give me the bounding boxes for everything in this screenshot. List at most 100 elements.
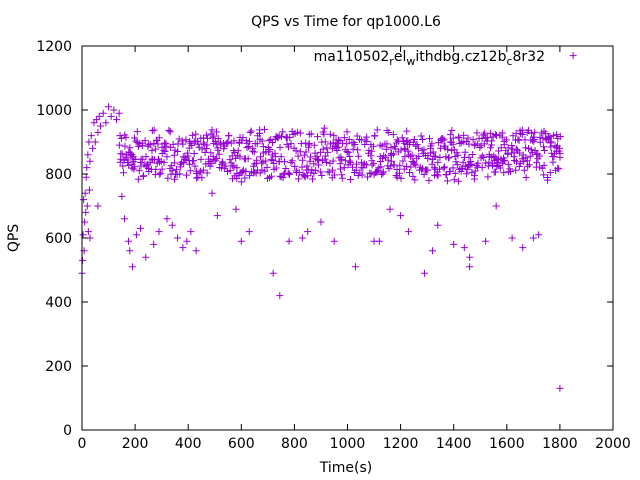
data-point [547, 138, 555, 146]
data-point [298, 163, 306, 171]
data-point-outlier [285, 237, 293, 245]
data-point [229, 162, 237, 170]
data-point [186, 160, 194, 168]
data-point [412, 161, 420, 169]
data-point-outlier [136, 224, 144, 232]
data-point-outlier [535, 231, 543, 239]
data-point [415, 152, 423, 160]
data-point [249, 147, 257, 155]
data-point [300, 151, 308, 159]
data-point [500, 169, 508, 177]
data-point [527, 146, 535, 154]
data-point [133, 128, 141, 136]
data-point-outlier [187, 228, 195, 236]
data-point-outlier [168, 221, 176, 229]
data-point [515, 136, 523, 144]
data-point [465, 140, 473, 148]
data-point [213, 128, 221, 136]
data-point [197, 155, 205, 163]
data-point [303, 172, 311, 180]
data-point [170, 151, 178, 159]
data-point-outlier [155, 228, 163, 236]
data-point [268, 139, 276, 147]
data-point [449, 134, 457, 142]
data-point-outlier [124, 237, 132, 245]
data-point [152, 145, 160, 153]
data-point [292, 147, 300, 155]
legend-label-part4: 8r32 [513, 49, 545, 65]
data-point [184, 152, 192, 160]
legend-label-sub1: r [389, 55, 394, 68]
data-point [419, 136, 427, 144]
data-point [409, 172, 417, 180]
data-point [213, 155, 221, 163]
data-point [256, 169, 264, 177]
data-point [485, 158, 493, 166]
data-point [329, 157, 337, 165]
data-point [369, 142, 377, 150]
data-point [258, 159, 266, 167]
x-axis-title: Time(s) [319, 460, 372, 476]
data-point [170, 175, 178, 183]
data-point-outlier [120, 215, 128, 223]
data-point [190, 157, 198, 165]
data-point [319, 145, 327, 153]
data-point [493, 156, 501, 164]
data-point [288, 157, 296, 165]
data-point [552, 131, 560, 139]
data-point [460, 131, 468, 139]
data-point-early [95, 112, 103, 120]
data-point [118, 150, 126, 158]
y-tick-label: 400 [45, 295, 72, 311]
data-point [194, 140, 202, 148]
data-point [146, 141, 154, 149]
data-point [556, 132, 564, 140]
data-point [536, 138, 544, 146]
data-point [398, 134, 406, 142]
data-point-outlier [150, 240, 158, 248]
data-point [179, 140, 187, 148]
data-point [526, 152, 534, 160]
data-point [525, 161, 533, 169]
data-point-outlier [466, 253, 474, 261]
data-point [225, 132, 233, 140]
data-point-outlier [132, 231, 140, 239]
data-point [473, 140, 481, 148]
data-point [199, 166, 207, 174]
data-point [555, 165, 563, 173]
data-point-early [97, 122, 105, 130]
data-point [232, 154, 240, 162]
data-point [193, 170, 201, 178]
data-point [389, 150, 397, 158]
data-point [377, 163, 385, 171]
data-point [546, 169, 554, 177]
data-point [512, 166, 520, 174]
data-point [399, 157, 407, 165]
data-point [258, 137, 266, 145]
data-point [434, 158, 442, 166]
data-point-outlier [460, 244, 468, 252]
data-point [506, 168, 514, 176]
data-point [454, 151, 462, 159]
data-point [226, 167, 234, 175]
data-point [346, 176, 354, 184]
data-point [314, 133, 322, 141]
x-tick-label: 200 [122, 436, 149, 452]
data-point [379, 168, 387, 176]
data-point-outlier [298, 234, 306, 242]
data-point [214, 146, 222, 154]
data-point [261, 167, 269, 175]
data-point-early [105, 103, 113, 111]
data-point-early [81, 189, 89, 197]
data-point [487, 141, 495, 149]
y-tick-label: 0 [63, 423, 72, 439]
data-point [441, 163, 449, 171]
data-point-outlier [330, 237, 338, 245]
data-point [182, 155, 190, 163]
data-point-early [83, 202, 91, 210]
x-tick-label: 1800 [542, 436, 578, 452]
data-point [522, 154, 530, 162]
data-point [550, 153, 558, 161]
data-point [244, 155, 252, 163]
